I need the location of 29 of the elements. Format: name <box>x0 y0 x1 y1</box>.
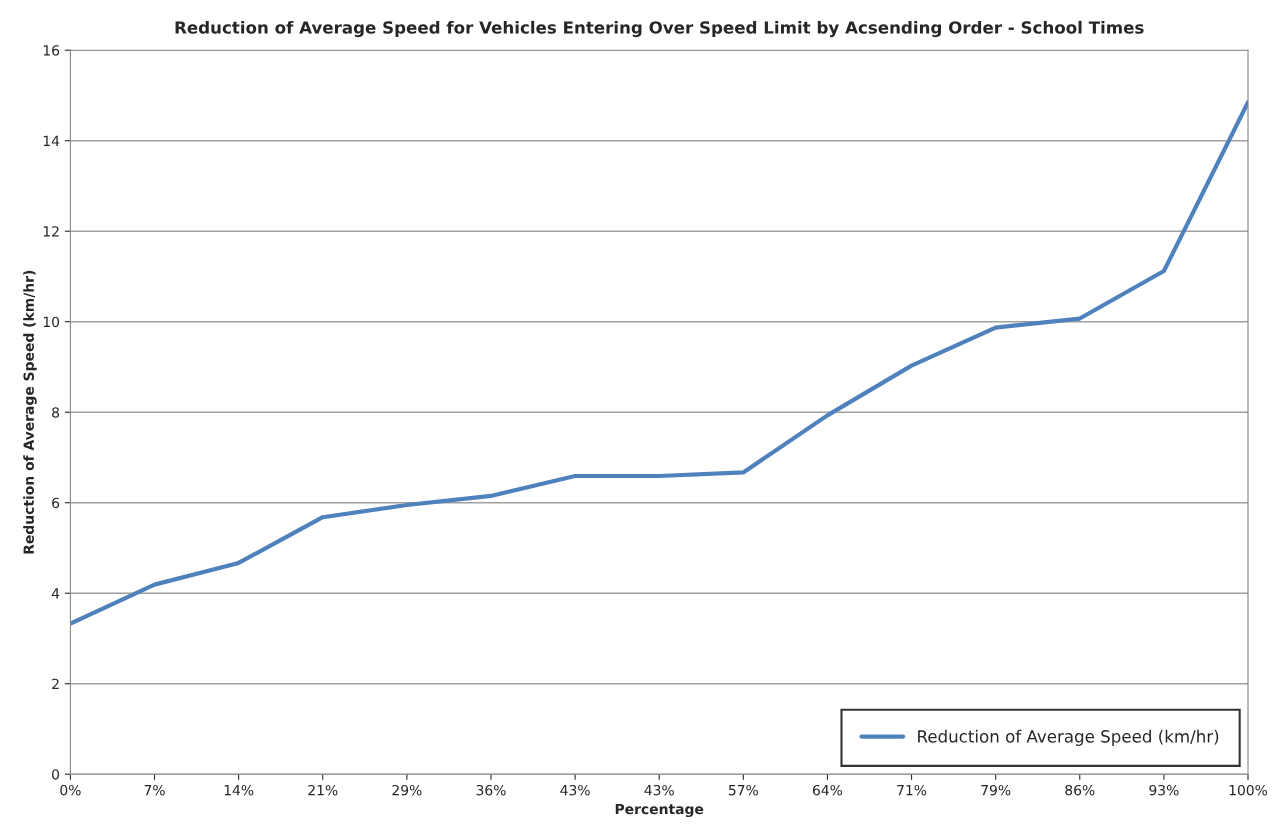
line-series <box>70 100 1248 626</box>
y-tick-label: 10 <box>43 316 60 328</box>
y-tick-label: 0 <box>52 769 60 780</box>
y-tick-label: 4 <box>51 588 60 599</box>
chart-title: Reduction of Average Speed for Vehicles Entering Over Speed Limit by Acsending Order - School Times <box>175 20 1144 38</box>
x-tick-label: 93% <box>1149 784 1179 796</box>
x-tick-label: 64% <box>812 784 843 796</box>
x-tick-label: 43% <box>644 784 674 796</box>
x-axis-title: Percentage <box>615 803 704 818</box>
y-tick-label: 12 <box>43 226 59 237</box>
y-tick-label: 16 <box>43 45 60 56</box>
x-tick-label: 71% <box>897 784 927 796</box>
x-tick-label: 14% <box>224 784 254 796</box>
x-tick-label: 43% <box>560 784 590 796</box>
x-tick-label: 57% <box>728 784 758 796</box>
x-tick-label: 21% <box>308 784 338 796</box>
y-tick-label: 8 <box>52 407 60 418</box>
y-tick-label: 6 <box>52 497 60 509</box>
x-tick-label: 86% <box>1065 784 1095 796</box>
x-tick-label: 79% <box>981 784 1011 796</box>
y-tick-label: 14 <box>43 135 60 146</box>
x-tick-label: 29% <box>392 784 422 796</box>
y-axis-title: Reduction of Average Speed (km/hr) <box>23 270 37 554</box>
legend-label: Reduction of Average Speed (km/hr) <box>918 729 1219 746</box>
x-tick-label: 100% <box>1229 784 1268 796</box>
y-tick-label: 2 <box>52 678 59 689</box>
x-tick-label: 36% <box>476 784 506 796</box>
x-tick-label: 0% <box>60 784 81 796</box>
x-tick-label: 7% <box>144 784 165 796</box>
